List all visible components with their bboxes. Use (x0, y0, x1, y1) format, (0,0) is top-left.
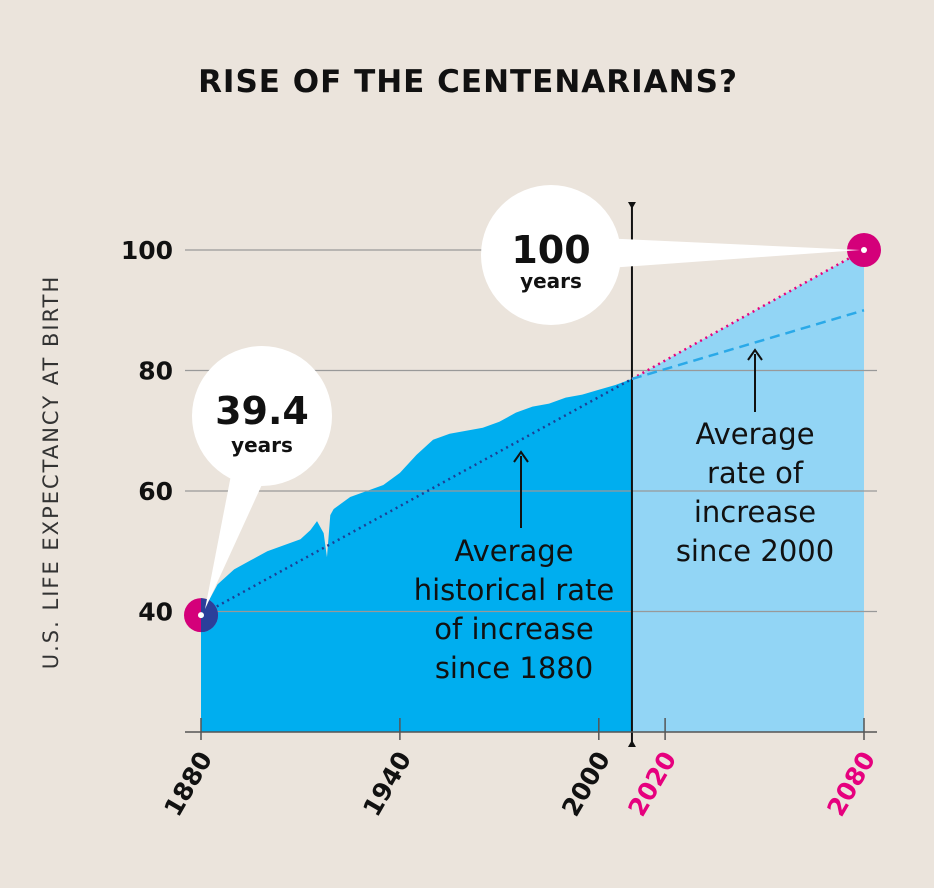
annotation-line: rate of (707, 456, 804, 490)
chart-title: RISE OF THE CENTENARIANS? (198, 64, 738, 100)
start-marker-half (201, 598, 218, 633)
y-axis-label: U.S. LIFE EXPECTANCY AT BIRTH (39, 275, 63, 669)
callout-unit: years (520, 269, 582, 293)
annotation-line: increase (694, 495, 816, 529)
annotation-line: since 1880 (435, 651, 593, 685)
annotation-layer: Average historical rate of increase since 1… (414, 348, 834, 685)
recent-arrow-head (747, 348, 763, 361)
start-marker-dot (198, 612, 204, 619)
callout-value: 39.4 (215, 389, 309, 433)
end-marker-dot (861, 247, 867, 253)
x-tick-label: 1940 (357, 747, 417, 822)
historical-arrow-head (513, 450, 529, 463)
divider-marker-bottom (627, 740, 636, 747)
y-tick-label: 100 (121, 236, 173, 265)
divider-marker-top (627, 202, 636, 209)
x-tick-label: 1880 (158, 747, 218, 822)
x-tick-label: 2000 (556, 747, 616, 822)
projected-trend-line (631, 248, 865, 381)
historical-trend-line (200, 377, 633, 617)
annotation-line: historical rate (414, 573, 615, 607)
x-tick-label: 2080 (821, 747, 881, 822)
historical-area (201, 378, 632, 732)
recent-trend-line (631, 309, 865, 381)
annotation-line: Average (454, 534, 573, 568)
callout-unit: years (231, 433, 293, 457)
y-tick-label: 60 (138, 477, 173, 506)
callout-pointer (205, 470, 265, 610)
callout-bubble (481, 185, 621, 325)
y-tick-label: 80 (138, 357, 173, 386)
callout-value: 100 (511, 228, 590, 272)
y-tick-label: 40 (138, 598, 173, 627)
annotation-line: Average (695, 417, 814, 451)
x-tick-label: 2020 (622, 747, 682, 822)
callout-pointer (600, 238, 860, 268)
trend-line-layer (200, 202, 865, 747)
annotation-line: since 2000 (676, 534, 834, 568)
annotation-line: of increase (434, 612, 593, 646)
callout-bubble (192, 346, 332, 486)
